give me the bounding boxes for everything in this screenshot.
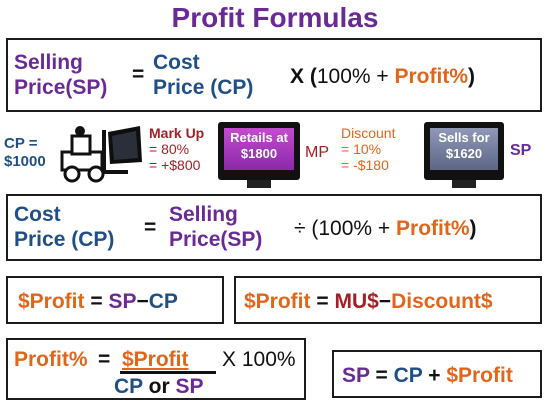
discount-term: Discount$ [391,290,493,313]
or-word: or [142,375,176,398]
div-paren: ÷ ( [294,217,319,240]
close-paren: ) [469,217,477,240]
fraction-numerator: $Profit [122,348,189,371]
formula-sp-sum-box: SP = CP + $Profit [332,350,542,398]
sp-line1: Selling [169,203,238,226]
sells-monitor-icon: Sells for $1620 [424,122,504,188]
formula-cp-box: Cost Price (CP) = Selling Price(SP) ÷ (1… [6,194,542,261]
profit-term: $Profit [446,364,513,387]
sp-term: SP [342,364,370,387]
markup-pct: = 80% [149,141,190,157]
sp-term: Selling Price(SP) [14,50,134,100]
profit-pct-term: Profit% [14,348,88,371]
multiplier-expression: X (100% + Profit%) [290,64,475,89]
profit-mu-expression: $Profit = MU$−Discount$ [244,289,493,314]
fraction-bar [120,371,216,374]
markup-title: Mark Up [149,125,205,141]
minus-sign: − [136,290,149,313]
cp-annotation: CP = $1000 [4,135,46,171]
markup-amt: = +$800 [149,157,201,173]
cp-line1: Cost [153,51,200,74]
markup-annotation: Mark Up = 80% = +$800 [149,125,204,173]
profit-term: $Profit [244,290,311,313]
sp-line1: Selling [14,51,83,74]
cp-label: CP = [4,135,38,152]
profit-pct: Profit% [394,65,469,88]
sp-line2: Price(SP) [169,228,263,251]
sp-label: SP [510,142,532,159]
sp-term: SP [175,375,204,398]
profit-term: $Profit [18,290,85,313]
hundred-plus: 100% + [316,65,395,88]
cp-line1: Cost [14,203,61,226]
markup-term: MU$ [334,290,379,313]
plus-sign: + [422,364,447,387]
profit-sp-cp-expression: $Profit = SP−CP [18,289,178,314]
sp-sum-expression: SP = CP + $Profit [342,363,513,388]
retail-line2: $1800 [240,146,278,161]
discount-amt: = -$180 [341,157,389,173]
sells-line1: Sells for [438,130,490,145]
retail-monitor-icon: Retails at $1800 [218,122,300,188]
cp-term: CP [393,364,423,387]
equals-sign: = [369,364,394,387]
sp-term: Selling Price(SP) [169,202,291,252]
equals-sign: = [132,63,145,86]
equals-sign: = [98,348,111,371]
close-paren: ) [468,65,475,88]
formula-profit-pct-box: Profit% = $Profit CP or SP X 100% [6,338,306,400]
formula-sp-box: Selling Price(SP) = Cost Price (CP) X (1… [6,38,542,112]
equals-sign: = [144,216,157,239]
equals-sign: = [310,290,335,313]
divisor-expression: ÷ (100% + Profit%) [294,216,477,241]
cp-term: CP [148,290,178,313]
forklift-icon [58,122,148,184]
discount-pct: = 10% [341,141,382,157]
fraction-denominator: CP or SP [114,374,203,399]
times-paren: X ( [290,65,317,88]
discount-annotation: Discount = 10% = -$180 [341,125,395,173]
mp-label: MP [305,144,329,161]
cp-term: Cost Price (CP) [153,50,283,100]
minus-sign: − [378,290,392,313]
cp-term: CP [114,375,143,398]
sp-term: SP [108,290,137,313]
sp-line2: Price(SP) [14,76,108,99]
times-hundred: X 100% [222,348,296,371]
cp-line2: Price (CP) [153,76,254,99]
equals-sign: = [84,290,109,313]
retail-line1: Retails at [230,130,288,145]
sells-line2: $1620 [445,146,483,161]
formula-profit-mu-box: $Profit = MU$−Discount$ [234,276,542,324]
discount-title: Discount [341,125,396,141]
hundred-plus: 100% + [318,217,397,240]
cp-line2: Price (CP) [14,228,115,251]
profit-pct: Profit% [396,217,470,240]
page-title: Profit Formulas [171,2,379,33]
cp-value: $1000 [4,153,46,170]
cp-term: Cost Price (CP) [14,202,144,252]
formula-profit-sp-cp-box: $Profit = SP−CP [6,276,224,324]
